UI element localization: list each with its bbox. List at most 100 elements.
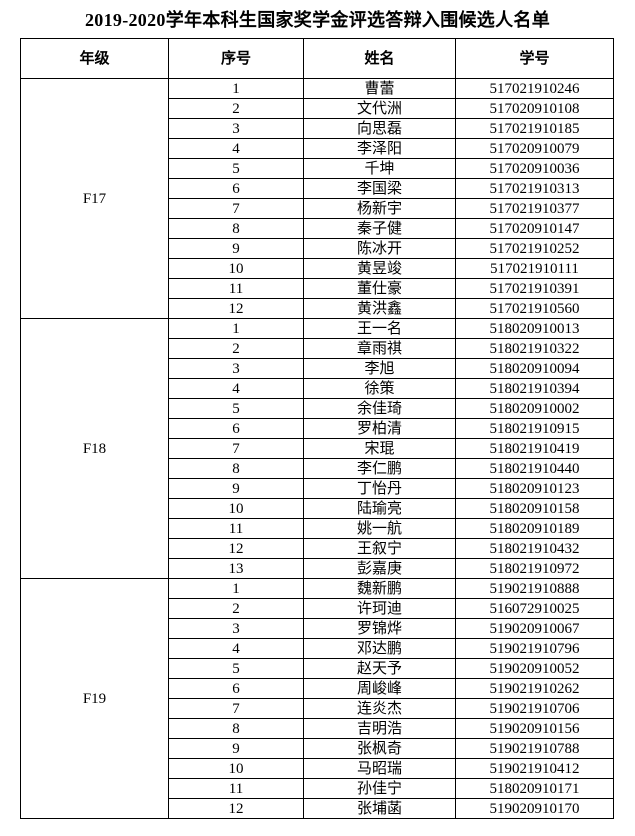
- index-cell: 8: [168, 218, 304, 239]
- header-index: 序号: [168, 38, 304, 79]
- student-id-cell: 518020910189: [455, 518, 614, 539]
- index-cell: 6: [168, 418, 304, 439]
- student-id-cell: 517020910036: [455, 158, 614, 179]
- student-id-cell: 518020910002: [455, 398, 614, 419]
- student-id-cell: 518021910440: [455, 458, 614, 479]
- name-cell: 罗柏清: [303, 418, 456, 439]
- index-cell: 4: [168, 638, 304, 659]
- index-cell: 2: [168, 598, 304, 619]
- index-cell: 6: [168, 178, 304, 199]
- index-cell: 5: [168, 158, 304, 179]
- index-cell: 5: [168, 658, 304, 679]
- name-cell: 黄昱竣: [303, 258, 456, 279]
- index-cell: 1: [168, 78, 304, 99]
- index-cell: 10: [168, 498, 304, 519]
- name-cell: 向思磊: [303, 118, 456, 139]
- student-id-cell: 518020910158: [455, 498, 614, 519]
- name-cell: 彭嘉庚: [303, 558, 456, 579]
- student-id-cell: 518020910013: [455, 318, 614, 339]
- name-cell: 王叙宁: [303, 538, 456, 559]
- table-row: 7 连炎杰 519021910706: [21, 698, 614, 719]
- index-cell: 3: [168, 358, 304, 379]
- index-cell: 7: [168, 698, 304, 719]
- student-id-cell: 518021910432: [455, 538, 614, 559]
- name-cell: 魏新鹏: [303, 578, 456, 599]
- student-id-cell: 517021910560: [455, 298, 614, 319]
- header-name: 姓名: [303, 38, 456, 79]
- student-id-cell: 517021910391: [455, 278, 614, 299]
- table-row: 6 罗柏清 518021910915: [21, 418, 614, 439]
- student-id-cell: 519021910412: [455, 758, 614, 779]
- index-cell: 8: [168, 718, 304, 739]
- index-cell: 7: [168, 198, 304, 219]
- index-cell: 3: [168, 118, 304, 139]
- name-cell: 许珂迪: [303, 598, 456, 619]
- header-row: 年级 序号 姓名 学号: [20, 38, 614, 79]
- index-cell: 9: [168, 238, 304, 259]
- student-id-cell: 519021910788: [455, 738, 614, 759]
- student-id-cell: 518021910915: [455, 418, 614, 439]
- student-id-cell: 517020910147: [455, 218, 614, 239]
- student-id-cell: 519020910156: [455, 718, 614, 739]
- index-cell: 1: [168, 578, 304, 599]
- name-cell: 王一名: [303, 318, 456, 339]
- table-row: 9 陈冰开 517021910252: [21, 238, 614, 259]
- header-student-id: 学号: [455, 38, 614, 79]
- index-cell: 9: [168, 738, 304, 759]
- name-cell: 姚一航: [303, 518, 456, 539]
- name-cell: 周峻峰: [303, 678, 456, 699]
- name-cell: 董仕豪: [303, 278, 456, 299]
- name-cell: 李仁鹏: [303, 458, 456, 479]
- student-id-cell: 519020910170: [455, 798, 614, 819]
- table-row: 4 邓达鹏 519021910796: [21, 638, 614, 659]
- index-cell: 11: [168, 778, 304, 799]
- name-cell: 秦子健: [303, 218, 456, 239]
- student-id-cell: 518020910171: [455, 778, 614, 799]
- name-cell: 余佳琦: [303, 398, 456, 419]
- name-cell: 罗锦烨: [303, 618, 456, 639]
- index-cell: 7: [168, 438, 304, 459]
- student-id-cell: 517021910377: [455, 198, 614, 219]
- table-row: 2 文代洲 517020910108: [21, 98, 614, 119]
- index-cell: 11: [168, 518, 304, 539]
- index-cell: 4: [168, 138, 304, 159]
- student-id-cell: 517021910313: [455, 178, 614, 199]
- grade-cell: F17: [20, 78, 169, 319]
- index-cell: 11: [168, 278, 304, 299]
- table-row: 10 陆瑜亮 518020910158: [21, 498, 614, 519]
- index-cell: 12: [168, 538, 304, 559]
- index-cell: 2: [168, 338, 304, 359]
- index-cell: 9: [168, 478, 304, 499]
- table-row: F17 1 曹蕾 517021910246: [20, 78, 614, 319]
- name-cell: 陆瑜亮: [303, 498, 456, 519]
- table-row: 12 张埔菡 519020910170: [21, 798, 614, 819]
- table-row: 8 李仁鹏 518021910440: [21, 458, 614, 479]
- student-id-cell: 519020910067: [455, 618, 614, 639]
- table-row: 7 杨新宇 517021910377: [21, 198, 614, 219]
- name-cell: 黄洪鑫: [303, 298, 456, 319]
- student-id-cell: 516072910025: [455, 598, 614, 619]
- name-cell: 杨新宇: [303, 198, 456, 219]
- index-cell: 12: [168, 798, 304, 819]
- name-cell: 孙佳宁: [303, 778, 456, 799]
- student-id-cell: 519021910262: [455, 678, 614, 699]
- name-cell: 张枫奇: [303, 738, 456, 759]
- student-id-cell: 518021910419: [455, 438, 614, 459]
- name-cell: 文代洲: [303, 98, 456, 119]
- index-cell: 5: [168, 398, 304, 419]
- index-cell: 3: [168, 618, 304, 639]
- table-row: F19 1 魏新鹏 519021910888: [20, 578, 614, 819]
- table-row: 3 李旭 518020910094: [21, 358, 614, 379]
- table-row: 9 张枫奇 519021910788: [21, 738, 614, 759]
- name-cell: 千坤: [303, 158, 456, 179]
- student-id-cell: 518020910123: [455, 478, 614, 499]
- student-id-cell: 518020910094: [455, 358, 614, 379]
- name-cell: 连炎杰: [303, 698, 456, 719]
- name-cell: 李泽阳: [303, 138, 456, 159]
- name-cell: 吉明浩: [303, 718, 456, 739]
- table-body: F17 1 曹蕾 517021910246 2 文代洲 517020910108 3 向思磊 51…: [20, 78, 614, 819]
- student-id-cell: 517021910111: [455, 258, 614, 279]
- grade-cell: F18: [20, 318, 169, 579]
- table-row: F18 1 王一名 518020910013: [20, 318, 614, 579]
- table-row: 12 黄洪鑫 517021910560: [21, 298, 614, 319]
